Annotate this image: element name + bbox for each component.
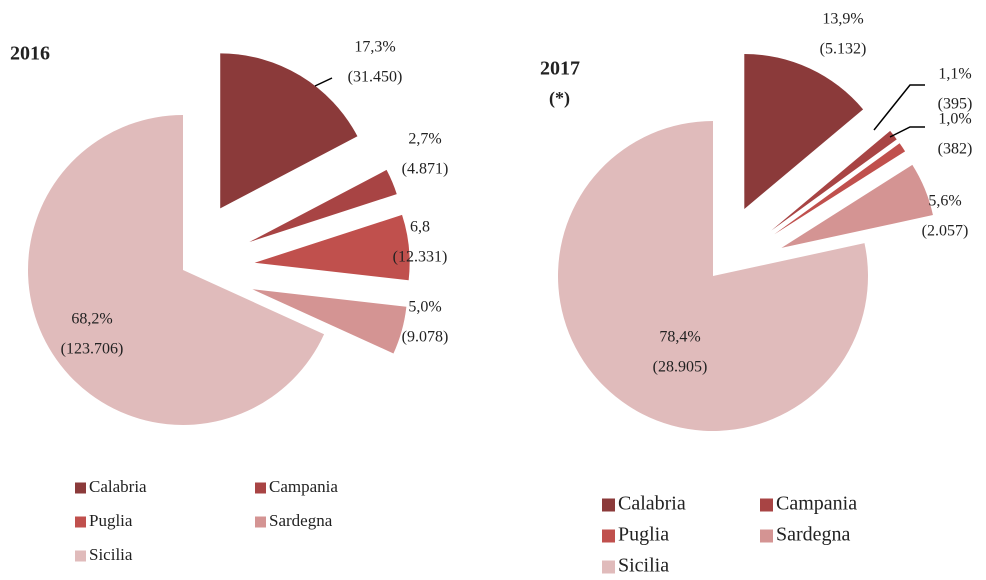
pie-slice <box>774 143 906 235</box>
legend-swatch <box>75 550 86 562</box>
data-label: (123.706) <box>61 341 124 358</box>
legend-label: Calabria <box>618 493 686 515</box>
chart-subtitle: (*) <box>549 88 570 109</box>
legend-label: Sicilia <box>618 555 669 577</box>
legend-swatch <box>602 560 615 574</box>
legend-swatch <box>760 529 773 543</box>
legend-swatch <box>760 498 773 512</box>
pie-slice <box>220 53 358 209</box>
chart-title: 2016 <box>10 43 50 65</box>
data-label: 13,9% <box>822 11 863 28</box>
data-label: 5,0% <box>408 299 441 316</box>
legend-swatch <box>602 498 615 512</box>
data-label: 5,6% <box>928 193 961 210</box>
legend-swatch <box>602 529 615 543</box>
data-label: (28.905) <box>653 359 708 376</box>
data-label: 1,1% <box>938 66 971 83</box>
legend-swatch <box>75 516 86 528</box>
data-label: (5.132) <box>820 41 867 58</box>
legend-label: Puglia <box>89 511 133 530</box>
data-label: (31.450) <box>348 69 403 86</box>
data-label: 6,8 <box>410 219 430 236</box>
legend-swatch <box>255 516 266 528</box>
data-label: (4.871) <box>402 161 449 178</box>
legend-label: Sardegna <box>269 511 333 530</box>
leader-line <box>889 126 925 138</box>
pie-slice <box>254 214 410 281</box>
data-label: 78,4% <box>659 329 700 346</box>
chart-title: 2017 <box>540 58 580 80</box>
pie-slice <box>744 53 864 209</box>
data-label: (9.078) <box>402 329 449 346</box>
data-label: 68,2% <box>71 311 112 328</box>
data-label: (12.331) <box>393 249 448 266</box>
legend-swatch <box>75 482 86 494</box>
pie-slice <box>252 289 407 354</box>
pie-slice <box>781 164 933 248</box>
pie-slice <box>249 169 397 243</box>
data-label: (2.057) <box>922 223 969 240</box>
legend-label: Campania <box>269 477 338 496</box>
pie-slice <box>558 121 868 431</box>
pie-slice <box>771 130 897 231</box>
data-label: (395) <box>938 96 973 113</box>
legend-label: Puglia <box>618 524 669 546</box>
legend-swatch <box>255 482 266 494</box>
leader-line <box>873 84 925 131</box>
legend-label: Calabria <box>89 477 147 496</box>
legend-label: Sicilia <box>89 545 133 564</box>
data-label: 2,7% <box>408 131 441 148</box>
legend-label: Sardegna <box>776 524 851 546</box>
data-label: (382) <box>938 141 973 158</box>
data-label: 17,3% <box>354 39 395 56</box>
leader-line <box>314 77 333 87</box>
legend-label: Campania <box>776 493 857 515</box>
data-label: 1,0% <box>938 111 971 128</box>
pie-slice <box>27 115 325 426</box>
